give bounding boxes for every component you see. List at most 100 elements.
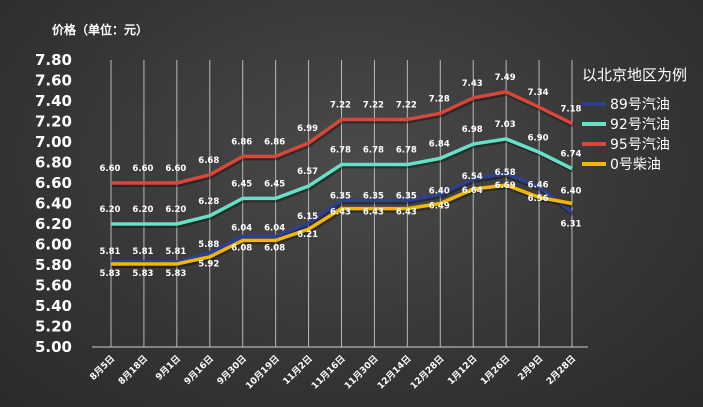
data-label: 6.21: [297, 230, 318, 240]
x-tick-label: 11月16日: [309, 353, 347, 391]
data-label: 6.20: [165, 205, 186, 215]
data-label: 6.08: [231, 243, 252, 253]
data-label: 6.49: [429, 201, 450, 211]
data-label: 6.58: [495, 168, 516, 178]
data-label: 6.43: [363, 207, 384, 217]
data-label: 5.81: [100, 247, 121, 257]
data-label-layer: 5.83 5.83 5.83 5.92 6.08 6.08 6.21 6.43 6.43 6.43…: [100, 73, 582, 279]
data-label: 6.46: [528, 180, 549, 190]
data-label: 6.86: [231, 137, 252, 147]
data-label: 6.15: [297, 212, 318, 222]
x-tick-label: 1月12日: [446, 353, 480, 387]
y-tick-label: 5.40: [35, 297, 72, 315]
data-label: 7.28: [429, 94, 450, 104]
series-line-shadow: [112, 138, 574, 228]
data-label: 6.45: [231, 179, 252, 189]
x-tick-label: 12月14日: [375, 353, 413, 391]
data-label: 6.98: [462, 125, 483, 135]
data-label: 5.83: [165, 269, 186, 279]
legend-title: 以北京地区为例: [582, 66, 687, 84]
series-line: [111, 137, 573, 226]
data-label: 6.84: [429, 139, 450, 149]
y-tick-label: 7.80: [35, 51, 72, 69]
data-label: 6.90: [528, 133, 549, 143]
series-layer: [111, 90, 575, 268]
legend: 以北京地区为例 89号汽油 92号汽油 95号汽油 0号柴油: [582, 66, 687, 173]
data-label: 6.43: [396, 207, 417, 217]
data-label: 6.40: [429, 187, 450, 197]
data-label: 6.64: [462, 186, 483, 196]
data-label: 7.22: [396, 100, 417, 110]
data-label: 6.04: [231, 223, 252, 233]
data-label: 6.57: [297, 167, 318, 177]
data-label: 6.60: [100, 164, 121, 174]
data-label: 5.88: [198, 240, 219, 250]
y-tick-label: 6.80: [35, 154, 72, 172]
data-label: 6.40: [561, 187, 582, 197]
data-label: 6.35: [396, 192, 417, 202]
legend-label: 95号汽油: [610, 137, 670, 153]
series-line: [111, 183, 573, 266]
y-tick-label: 6.40: [35, 195, 72, 213]
data-label: 6.20: [132, 205, 153, 215]
data-label: 5.81: [165, 247, 186, 257]
x-tick-label: 11月30日: [342, 353, 380, 391]
data-label: 6.68: [198, 156, 219, 166]
x-tick-label: 9月1日: [154, 353, 183, 382]
series-line: [111, 90, 573, 185]
y-tick-label: 7.60: [35, 72, 72, 90]
y-tick-label: 7.00: [35, 133, 72, 151]
y-axis-title: 价格（单位：元）: [52, 22, 148, 37]
data-label: 6.45: [264, 179, 285, 189]
y-tick-label: 5.80: [35, 256, 72, 274]
x-tick-label: 1月26日: [478, 353, 512, 387]
x-tick-label: 10月19日: [244, 353, 282, 391]
legend-label: 89号汽油: [610, 97, 670, 113]
y-tick-label: 6.20: [35, 215, 72, 233]
data-label: 6.08: [264, 243, 285, 253]
legend-label: 0号柴油: [610, 157, 661, 173]
x-tick-label: 11月2日: [281, 353, 315, 387]
x-tick-label: 9月30日: [215, 353, 249, 387]
x-tick-label: 8月5日: [88, 353, 117, 382]
data-label: 7.03: [495, 120, 516, 130]
data-label: 5.81: [132, 247, 153, 257]
x-tick-label: 12月28日: [408, 353, 446, 391]
data-label: 6.99: [297, 124, 318, 134]
legend-label: 92号汽油: [610, 117, 670, 133]
data-label: 6.78: [363, 146, 384, 156]
grid-layer: [92, 60, 588, 348]
data-label: 6.86: [264, 137, 285, 147]
data-label: 6.78: [330, 146, 351, 156]
series-line-shadow: [112, 185, 574, 268]
y-tick-label: 7.20: [35, 113, 72, 131]
series-line-shadow: [112, 91, 574, 187]
data-label: 7.49: [495, 73, 516, 83]
series-line: [111, 172, 574, 264]
data-label: 6.28: [198, 197, 219, 207]
data-label: 6.04: [264, 223, 285, 233]
data-label: 6.31: [561, 220, 582, 230]
x-tick-label: 9月16日: [182, 353, 216, 387]
data-label: 6.60: [165, 164, 186, 174]
data-label: 5.83: [132, 269, 153, 279]
data-label: 6.35: [363, 192, 384, 202]
data-label: 7.22: [330, 100, 351, 110]
x-tick-label: 8月18日: [116, 353, 150, 387]
data-label: 7.34: [528, 88, 549, 98]
data-label: 7.43: [462, 79, 483, 89]
data-label: 7.18: [561, 105, 582, 115]
x-tick-label: 2月28日: [544, 353, 578, 387]
y-tick-label: 5.00: [35, 338, 72, 356]
data-label: 7.22: [363, 100, 384, 110]
data-label: 6.20: [100, 205, 121, 215]
data-label: 6.60: [132, 164, 153, 174]
data-label: 5.83: [100, 269, 121, 279]
y-tick-label: 5.20: [35, 318, 72, 336]
y-tick-label: 7.40: [35, 92, 72, 110]
data-label: 6.69: [495, 181, 516, 191]
y-tick-label: 5.60: [35, 277, 72, 295]
data-label: 6.54: [462, 172, 483, 182]
data-label: 5.92: [198, 260, 219, 270]
